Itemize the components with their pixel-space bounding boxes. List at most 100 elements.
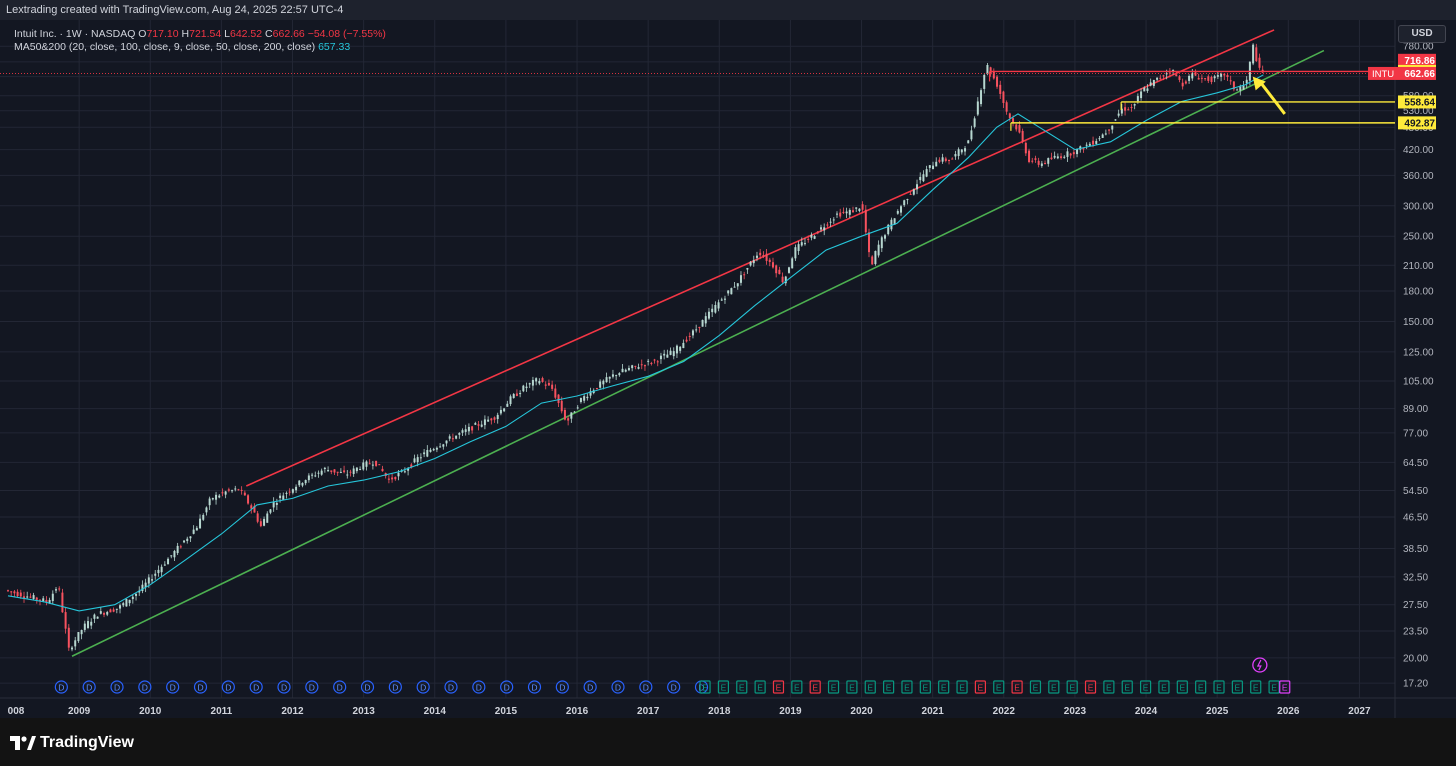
candle-body	[730, 288, 733, 295]
candle-body	[170, 555, 173, 557]
candle-body	[903, 200, 906, 206]
candle-body	[77, 632, 80, 642]
candle-body	[461, 430, 464, 433]
candle-body	[64, 612, 67, 629]
y-tick-label: 125.00	[1403, 347, 1434, 358]
candle-body	[570, 412, 573, 419]
earnings-marker-label: E	[702, 683, 708, 693]
candle-body	[1159, 77, 1162, 79]
credit-text: Lextrading created with TradingView.com,…	[6, 4, 344, 16]
dividend-marker-label: D	[587, 683, 593, 693]
candle-body	[215, 494, 218, 500]
candle-body	[1168, 72, 1171, 74]
candle-body	[996, 76, 999, 87]
y-tick-label: 89.00	[1403, 404, 1428, 415]
earnings-marker	[1103, 680, 1115, 694]
candle-body	[778, 269, 781, 275]
candle-body	[1130, 107, 1133, 109]
earnings-marker-label: E	[1271, 683, 1277, 693]
candle-body	[515, 393, 518, 396]
horizontal-levels	[0, 70, 1395, 131]
y-tick-label: 150.00	[1403, 317, 1434, 328]
candle-body	[499, 409, 502, 414]
candle-body	[541, 378, 544, 382]
chart-frame[interactable]: 780.00710.00650.00580.00530.00480.00420.…	[0, 20, 1456, 718]
candle-body	[1044, 162, 1047, 164]
candle-body	[199, 518, 202, 529]
candle-body	[711, 308, 714, 313]
dividend-marker	[54, 680, 68, 694]
candle-body	[1076, 148, 1079, 155]
candle-body	[1082, 147, 1085, 150]
candle-body	[1133, 104, 1136, 106]
candle-body	[26, 596, 29, 598]
y-tick-label: 360.00	[1403, 171, 1434, 182]
candle-body	[877, 244, 880, 256]
x-tick-label: 2013	[353, 706, 376, 717]
x-tick-label: 2023	[1064, 706, 1087, 717]
candle-body	[423, 452, 426, 455]
candle-body	[922, 174, 925, 182]
earnings-marker-label: E	[849, 683, 855, 693]
candle-body	[429, 449, 432, 452]
candle-body	[1092, 140, 1095, 145]
candle-body	[93, 614, 96, 619]
earnings-marker	[1176, 680, 1188, 694]
earnings-marker-label: E	[1124, 683, 1130, 693]
candle-body	[128, 599, 131, 604]
candle-body	[522, 385, 525, 392]
candle-body	[525, 386, 528, 389]
price-chart[interactable]: 780.00710.00650.00580.00530.00480.00420.…	[0, 20, 1456, 718]
earnings-marker	[1250, 680, 1262, 694]
candle-body	[179, 546, 182, 548]
candle-body	[909, 193, 912, 195]
currency-button[interactable]: USD	[1398, 25, 1446, 43]
candle-body	[42, 598, 45, 602]
candle-body	[183, 540, 186, 543]
candle-body	[992, 71, 995, 79]
candle-body	[599, 381, 602, 388]
candle-body	[477, 424, 480, 426]
dividend-marker-label: D	[392, 683, 398, 693]
candle-body	[589, 391, 592, 396]
candle-body	[871, 256, 874, 265]
candle-body	[1156, 77, 1159, 80]
candle-body	[823, 227, 826, 231]
candle-body	[848, 209, 851, 215]
candle-body	[727, 290, 730, 294]
symbol-legend[interactable]: Intuit Inc. · 1W · NASDAQ O717.10 H721.5…	[14, 28, 386, 40]
candle-body	[243, 492, 246, 496]
candle-body	[336, 471, 339, 473]
candle-body	[627, 368, 630, 371]
dividend-marker	[110, 680, 124, 694]
indicator-legend[interactable]: MA50&200 (20, close, 100, close, 9, clos…	[14, 41, 350, 53]
y-tick-label: 780.00	[1403, 42, 1434, 53]
candle-body	[826, 224, 829, 226]
candle-body	[1124, 107, 1127, 111]
x-tick-label: 2024	[1135, 706, 1158, 717]
candle-body	[125, 599, 128, 607]
candle-body	[122, 603, 125, 606]
earnings-marker	[864, 680, 876, 694]
candle-body	[746, 268, 749, 270]
candle-body	[413, 458, 416, 463]
tradingview-logo[interactable]: TradingView	[10, 734, 134, 752]
dividend-marker-label: D	[253, 683, 259, 693]
candle-body	[528, 383, 531, 385]
dividend-marker-label: D	[337, 683, 343, 693]
candle-body	[1024, 142, 1027, 154]
event-markers: D D D D D D D D D D D D D D D D D D D D D D D DE E E E E E E E E E E E E E E E…	[54, 657, 1291, 694]
y-tick-label: 64.50	[1403, 458, 1428, 469]
candle-body	[464, 429, 467, 432]
candle-body	[980, 90, 983, 105]
candle-body	[410, 464, 413, 468]
candle-body	[1223, 73, 1226, 76]
trendlines	[71, 29, 1325, 657]
dividend-marker-label: D	[86, 683, 92, 693]
dividend-marker-label: D	[559, 683, 565, 693]
candle-body	[954, 154, 957, 157]
earnings-marker	[1195, 680, 1207, 694]
candle-body	[109, 609, 112, 613]
candle-body	[781, 276, 784, 283]
